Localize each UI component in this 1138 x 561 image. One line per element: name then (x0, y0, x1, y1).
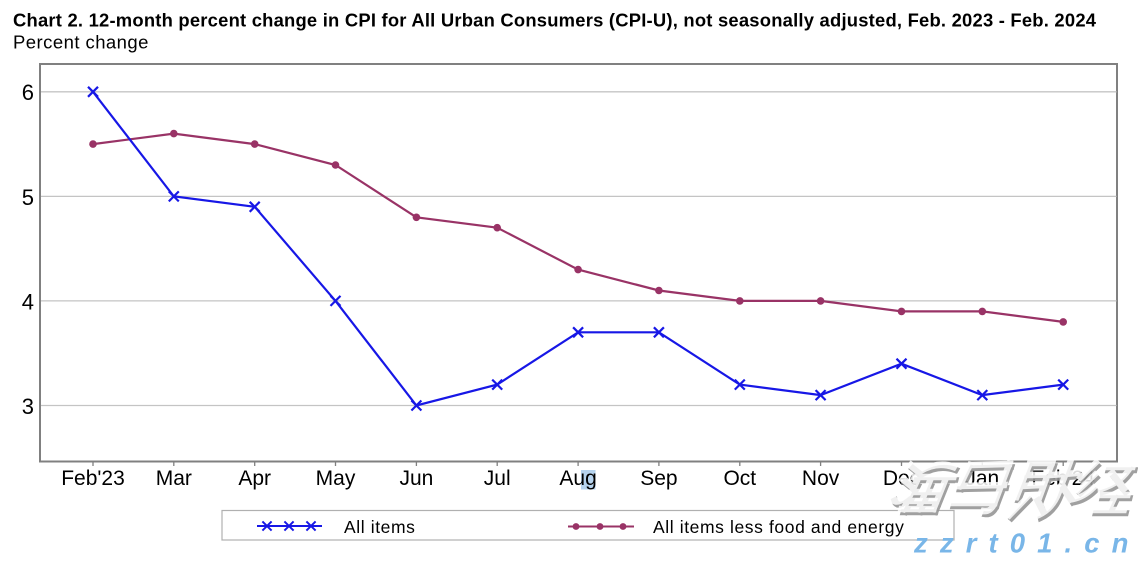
svg-text:Jul: Jul (484, 467, 511, 490)
svg-text:All items less food and energy: All items less food and energy (653, 517, 904, 537)
svg-text:6: 6 (22, 80, 34, 105)
svg-text:Nov: Nov (802, 467, 840, 490)
svg-text:Mar: Mar (156, 467, 192, 490)
svg-text:Percent change: Percent change (13, 32, 149, 53)
svg-text:All items: All items (344, 517, 416, 537)
svg-text:Oct: Oct (723, 467, 756, 490)
svg-text:3: 3 (22, 394, 34, 419)
svg-text:Feb'23: Feb'23 (61, 467, 125, 490)
svg-text:Sep: Sep (640, 467, 677, 490)
svg-text:Aug: Aug (559, 467, 596, 490)
svg-text:Chart 2. 12-month percent chan: Chart 2. 12-month percent change in CPI … (13, 9, 1097, 30)
svg-text:May: May (316, 467, 356, 490)
svg-text:4: 4 (22, 289, 34, 314)
svg-text:Apr: Apr (238, 467, 271, 490)
svg-text:zzrt01.cn: zzrt01.cn (913, 528, 1138, 557)
svg-text:Jun: Jun (399, 467, 433, 490)
svg-text:5: 5 (22, 185, 34, 210)
